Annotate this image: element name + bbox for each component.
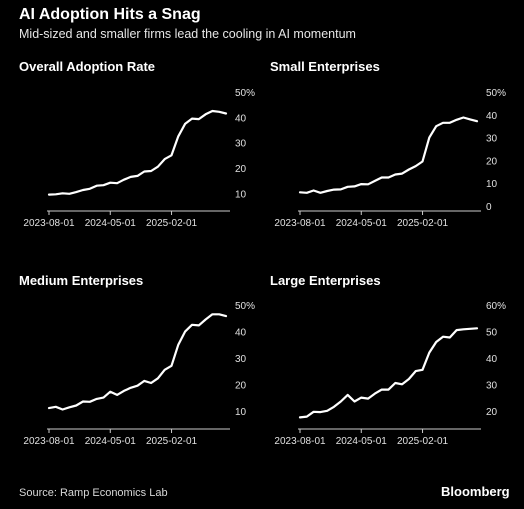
panel-title-overall: Overall Adoption Rate (19, 59, 156, 74)
small-y-tick: 50% (486, 88, 506, 99)
large-x-tick-label: 2025-02-01 (397, 436, 449, 447)
medium-x-tick-label: 2025-02-01 (146, 436, 198, 447)
small-series-line (298, 116, 479, 194)
overall-y-tick: 10 (235, 189, 247, 200)
overall-y-tick: 30 (235, 139, 247, 150)
small-y-tick: 10 (486, 179, 498, 190)
panel-title-small: Small Enterprises (270, 59, 380, 74)
medium-series-line (47, 313, 228, 411)
chart-title: AI Adoption Hits a Snag (19, 6, 201, 23)
small-x-tick-label: 2023-08-01 (274, 218, 326, 229)
small-x-tick-label: 2024-05-01 (336, 218, 388, 229)
chart-subtitle: Mid-sized and smaller firms lead the coo… (19, 27, 356, 41)
medium-y-tick: 40 (235, 327, 247, 338)
source-note: Source: Ramp Economics Lab (19, 487, 168, 499)
medium-y-tick: 10 (235, 407, 247, 418)
medium-x-tick-label: 2024-05-01 (85, 436, 137, 447)
large-y-tick: 50 (486, 327, 498, 338)
medium-y-tick: 30 (235, 354, 247, 365)
small-y-tick: 30 (486, 134, 498, 145)
overall-y-tick: 50% (235, 88, 255, 99)
medium-y-tick: 20 (235, 380, 247, 391)
small-y-tick: 0 (486, 202, 492, 213)
panel-title-medium: Medium Enterprises (19, 273, 144, 288)
small-y-tick: 20 (486, 156, 498, 167)
large-y-tick: 30 (486, 380, 498, 391)
bloomberg-logo: Bloomberg (441, 484, 510, 499)
large-y-tick: 40 (486, 354, 498, 365)
small-x-tick-label: 2025-02-01 (397, 218, 449, 229)
overall-x-tick-label: 2025-02-01 (146, 218, 198, 229)
medium-y-tick: 50% (235, 301, 255, 312)
large-x-tick-label: 2023-08-01 (274, 436, 326, 447)
panel-title-large: Large Enterprises (270, 273, 381, 288)
overall-x-tick-label: 2023-08-01 (23, 218, 75, 229)
large-x-tick-label: 2024-05-01 (336, 436, 388, 447)
large-series-line (298, 327, 479, 419)
overall-x-tick-label: 2024-05-01 (85, 218, 137, 229)
overall-series-line (47, 109, 228, 196)
overall-y-tick: 40 (235, 113, 247, 124)
medium-x-tick-label: 2023-08-01 (23, 436, 75, 447)
large-y-tick: 60% (486, 301, 506, 312)
overall-y-tick: 20 (235, 164, 247, 175)
small-y-tick: 40 (486, 111, 498, 122)
large-y-tick: 20 (486, 407, 498, 418)
